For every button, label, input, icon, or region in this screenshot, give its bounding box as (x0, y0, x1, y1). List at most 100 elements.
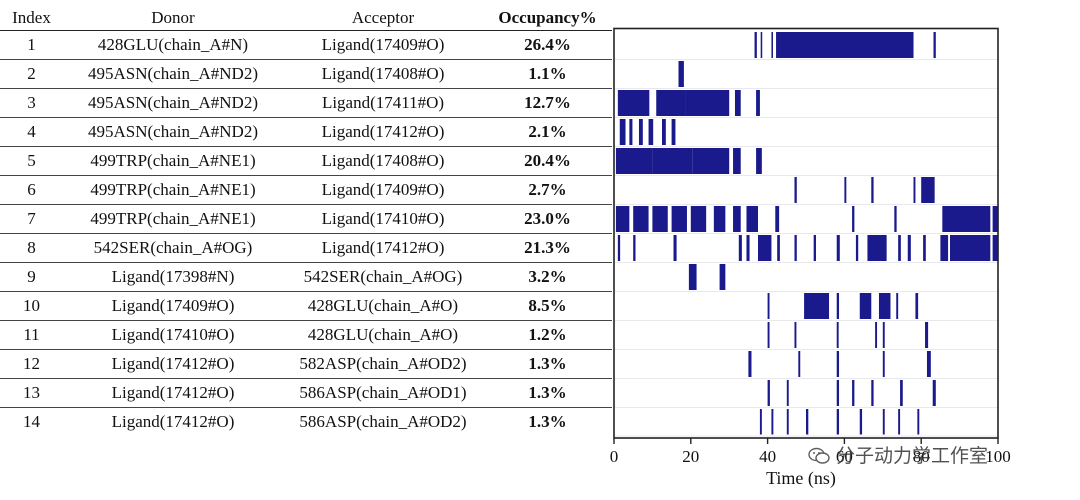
occupancy-bar (688, 264, 697, 290)
occupancy-bar (867, 235, 887, 261)
header-acceptor: Acceptor (283, 5, 483, 31)
occupancy-bar (652, 148, 693, 174)
cell-acceptor: 542SER(chain_A#OG) (283, 262, 483, 292)
table-row: 10 Ligand(17409#O) 428GLU(chain_A#O) 8.5% (0, 291, 612, 321)
cell-index: 11 (0, 320, 63, 350)
occupancy-bar (836, 293, 840, 319)
occupancy-bar (775, 206, 780, 232)
cell-occupancy: 1.3% (528, 412, 567, 431)
occupancy-bar (875, 322, 878, 348)
occupancy-bar (656, 90, 686, 116)
occupancy-bar (882, 322, 885, 348)
occupancy-bar (756, 148, 762, 174)
table-row: 12 Ligand(17412#O) 582ASP(chain_A#OD2) 1.3% (0, 349, 612, 379)
cell-donor: 542SER(chain_A#OG) (63, 233, 283, 263)
cell-occupancy: 1.2% (483, 320, 612, 350)
occupancy-bar (671, 206, 687, 232)
occupancy-bar (913, 177, 916, 203)
cell-occupancy: 21.3% (483, 233, 612, 263)
occupancy-bar (855, 235, 859, 261)
plot-frame (613, 27, 999, 439)
cell-index: 9 (0, 262, 63, 292)
cell-acceptor: Ligand(17409#O) (283, 30, 483, 60)
occupancy-bar (882, 351, 885, 377)
table-row: 13 Ligand(17412#O) 586ASP(chain_A#OD1) 1.3% (0, 378, 612, 408)
cell-occupancy: 2.7% (483, 175, 612, 205)
occupancy-bar (871, 380, 874, 406)
cell-index: 1 (0, 30, 63, 60)
occupancy-bar (794, 177, 797, 203)
cell-occupancy: 2.1% (483, 117, 612, 147)
cell-index: 5 (0, 146, 63, 176)
cell-donor: Ligand(17412#O) (111, 412, 235, 431)
occupancy-bar (685, 90, 730, 116)
occupancy-bar (771, 32, 773, 58)
occupancy-bar (852, 380, 855, 406)
occupancy-bar (894, 206, 897, 232)
occupancy-bar (794, 235, 797, 261)
occupancy-bar (992, 235, 998, 261)
occupancy-bar (756, 90, 760, 116)
occupancy-bar (692, 148, 730, 174)
cell-index: 14 (23, 412, 40, 431)
x-tick-label: 80 (913, 447, 930, 466)
cell-index: 2 (0, 59, 63, 89)
cell-acceptor: 586ASP(chain_A#OD1) (283, 378, 483, 408)
cell-donor: Ligand(17398#N) (63, 262, 283, 292)
occupancy-bar (900, 380, 903, 406)
occupancy-bar (925, 322, 929, 348)
header-index: Index (0, 5, 63, 31)
cell-acceptor: Ligand(17409#O) (283, 175, 483, 205)
occupancy-bar (673, 235, 677, 261)
x-tick-label: 60 (836, 447, 853, 466)
cell-acceptor: 428GLU(chain_A#O) (283, 291, 483, 321)
cell-occupancy: 1.3% (483, 349, 612, 379)
occupancy-bar (662, 119, 666, 145)
cell-donor: Ligand(17412#O) (63, 378, 283, 408)
cell-donor: 499TRP(chain_A#NE1) (63, 175, 283, 205)
occupancy-bar (746, 235, 750, 261)
cell-donor: Ligand(17412#O) (63, 349, 283, 379)
cell-acceptor: Ligand(17408#O) (283, 146, 483, 176)
occupancy-bar (754, 32, 757, 58)
occupancy-bar (932, 380, 936, 406)
occupancy-bar (615, 148, 653, 174)
cell-donor: 499TRP(chain_A#NE1) (63, 146, 283, 176)
occupancy-bar (871, 177, 874, 203)
table-header-row: Index Donor Acceptor Occupancy% (0, 5, 612, 31)
occupancy-bar (648, 119, 654, 145)
occupancy-bar (786, 380, 789, 406)
cell-donor: Ligand(17409#O) (63, 291, 283, 321)
cell-acceptor: 428GLU(chain_A#O) (283, 320, 483, 350)
occupancy-bar (760, 32, 763, 58)
cell-donor: 428GLU(chain_A#N) (63, 30, 283, 60)
header-occupancy: Occupancy% (483, 5, 612, 31)
cell-occupancy: 12.7% (483, 88, 612, 118)
occupancy-bar (813, 235, 816, 261)
occupancy-bar (690, 206, 707, 232)
occupancy-bar (921, 177, 935, 203)
occupancy-bar (806, 409, 809, 435)
occupancy-bar (915, 293, 919, 319)
occupancy-bar (882, 409, 885, 435)
occupancy-bar (758, 235, 772, 261)
table-row: 6 499TRP(chain_A#NE1) Ligand(17409#O) 2.7% (0, 175, 612, 205)
occupancy-bar (859, 293, 872, 319)
cell-acceptor: Ligand(17412#O) (283, 233, 483, 263)
cell-occupancy: 1.1% (483, 59, 612, 89)
occupancy-bar (759, 409, 762, 435)
occupancy-bar (836, 380, 840, 406)
cell-acceptor: 582ASP(chain_A#OD2) (283, 349, 483, 379)
occupancy-bar (942, 206, 991, 232)
occupancy-bar (767, 293, 770, 319)
table-row: 3 495ASN(chain_A#ND2) Ligand(17411#O) 12.7% (0, 88, 612, 118)
table-row: 7 499TRP(chain_A#NE1) Ligand(17410#O) 23.0% (0, 204, 612, 234)
cell-occupancy: 8.5% (483, 291, 612, 321)
occupancy-bar (719, 264, 726, 290)
hbond-table: Index Donor Acceptor Occupancy% 1 428GLU(… (0, 5, 612, 436)
occupancy-bar (767, 322, 770, 348)
occupancy-bar (633, 206, 649, 232)
cell-acceptor: Ligand(17412#O) (283, 117, 483, 147)
occupancy-bar (733, 148, 741, 174)
cell-occupancy: 23.0% (483, 204, 612, 234)
